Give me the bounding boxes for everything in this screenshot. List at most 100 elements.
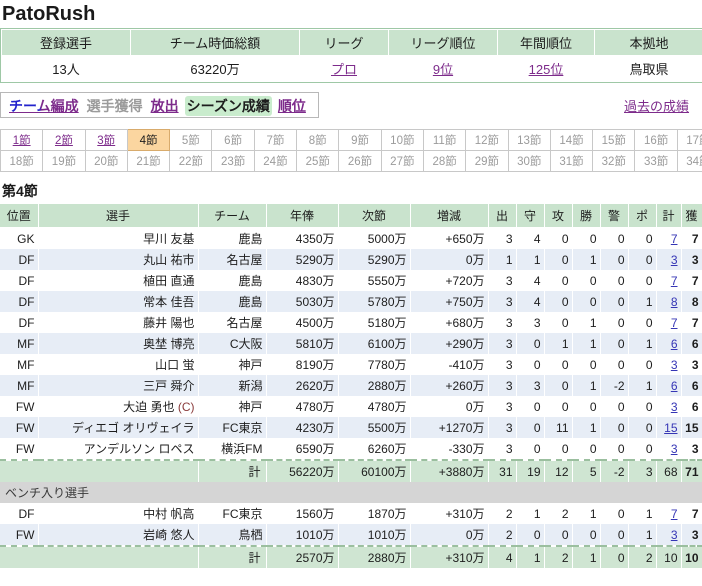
round-cell-1節[interactable]: 1節	[0, 129, 44, 151]
round-link-3節[interactable]: 3節	[97, 135, 116, 147]
starter-name: アンデルソン ロペス	[38, 438, 199, 460]
starter-delta: +260万	[410, 375, 489, 396]
league-link[interactable]: プロ	[330, 62, 357, 77]
starter-warnings: 0	[600, 396, 629, 417]
starter-points: 0	[628, 270, 657, 291]
starter-total-link[interactable]: 15	[664, 420, 678, 435]
bench-total-warnings: 0	[600, 545, 629, 568]
starter-next-salary: 6260万	[338, 438, 411, 460]
starter-appearances: 3	[488, 375, 517, 396]
annual-rank-link[interactable]: 125位	[528, 62, 564, 77]
bench-total[interactable]: 3	[656, 524, 682, 546]
starter-total-link[interactable]: 7	[670, 231, 678, 246]
starter-warnings: 0	[600, 438, 629, 460]
info-header-league-rank: リーグ順位	[389, 30, 497, 55]
starter-wins: 0	[572, 270, 601, 291]
starter-total-link[interactable]: 3	[670, 441, 678, 456]
bench-salary: 1560万	[266, 503, 339, 524]
nav-item-standings[interactable]: 順位	[277, 98, 306, 114]
captain-badge: (C)	[174, 400, 195, 414]
starter-total-link[interactable]: 6	[670, 336, 678, 351]
starter-wins: 0	[572, 438, 601, 460]
starter-warnings: 0	[600, 227, 629, 249]
nav-item-season-results[interactable]: シーズン成績	[184, 96, 272, 116]
round-cell-3節[interactable]: 3節	[84, 129, 128, 151]
starter-defense: 0	[516, 333, 545, 354]
starter-points: 0	[628, 396, 657, 417]
round-cell-4節[interactable]: 4節	[126, 129, 171, 151]
starter-total[interactable]: 15	[656, 417, 682, 438]
starter-total[interactable]: 7	[656, 312, 682, 333]
bench-points: 1	[628, 503, 657, 524]
starter-warnings: 0	[600, 249, 629, 270]
bench-total-link[interactable]: 3	[670, 527, 678, 542]
starter-total[interactable]: 8	[656, 291, 682, 312]
info-header-annual-rank: 年間順位	[498, 30, 594, 55]
starter-wins: 1	[572, 333, 601, 354]
starter-total-link[interactable]: 3	[670, 252, 678, 267]
round-link-1節[interactable]: 1節	[12, 135, 31, 147]
starter-total[interactable]: 7	[656, 227, 682, 249]
starters-total-salary: 56220万	[266, 459, 339, 482]
round-cell-12節: 12節	[465, 129, 509, 151]
past-results-link[interactable]: 過去の成績	[624, 99, 690, 114]
nav-item-team-composition[interactable]: チーム編成	[9, 98, 79, 114]
starter-total[interactable]: 6	[656, 375, 682, 396]
starter-total[interactable]: 7	[656, 270, 682, 291]
bench-attack: 2	[544, 503, 573, 524]
starter-total[interactable]: 3	[656, 249, 682, 270]
table-row: GK 早川 友基 鹿島 4350万 5000万 +650万 3 4 0 0 0 0 7 7	[0, 227, 702, 249]
starter-delta: -410万	[410, 354, 489, 375]
round-link-2節[interactable]: 2節	[54, 135, 73, 147]
starter-delta: +650万	[410, 227, 489, 249]
starter-total[interactable]: 3	[656, 438, 682, 460]
starter-total-link[interactable]: 8	[670, 294, 678, 309]
bench-total-link[interactable]: 7	[670, 506, 678, 521]
starter-defense: 1	[516, 249, 545, 270]
starter-delta: +1270万	[410, 417, 489, 438]
round-cell-10節: 10節	[380, 129, 424, 151]
starter-wins: 1	[572, 312, 601, 333]
starter-total[interactable]: 3	[656, 396, 682, 417]
starter-team: 鹿島	[198, 270, 267, 291]
starter-team: 鹿島	[198, 291, 267, 312]
nav-bar: チーム編成 選手獲得 放出 シーズン成績 順位 過去の成績	[0, 92, 702, 120]
bench-defense: 1	[516, 503, 545, 524]
bench-gained: 7	[681, 503, 702, 524]
round-selector: 1節 2節 3節 4節 5節 6節 7節 8節 9節 10節 11節 12節 13節 14節 15節 16節 1…	[0, 129, 702, 172]
stats-header-wins: 勝	[572, 204, 601, 228]
starter-next-salary: 5550万	[338, 270, 411, 291]
starter-gained: 6	[681, 375, 702, 396]
past-results-link-wrap: 過去の成績	[624, 96, 702, 115]
nav-item-release[interactable]: 放出	[150, 98, 179, 114]
starter-total[interactable]: 3	[656, 354, 682, 375]
stats-header-attack: 攻	[544, 204, 573, 228]
table-row: FW アンデルソン ロペス 横浜FM 6590万 6260万 -330万 3 0 0 0 0 0 3 3	[0, 438, 702, 460]
round-cell-2節[interactable]: 2節	[42, 129, 86, 151]
starter-defense: 4	[516, 270, 545, 291]
round-cell-7節: 7節	[253, 129, 298, 151]
bench-total[interactable]: 7	[656, 503, 682, 524]
bench-total-salary: 2570万	[266, 545, 339, 568]
starter-total-link[interactable]: 7	[670, 273, 678, 288]
bench-gained: 3	[681, 524, 702, 546]
starter-team: C大阪	[198, 333, 267, 354]
starter-total-link[interactable]: 3	[670, 399, 678, 414]
section-title: 第4節	[2, 183, 38, 199]
starter-position: FW	[0, 438, 39, 460]
starter-attack: 0	[544, 291, 573, 312]
starter-team: 新潟	[198, 375, 267, 396]
starter-next-salary: 5180万	[338, 312, 411, 333]
starter-total-link[interactable]: 7	[670, 315, 678, 330]
starter-total-link[interactable]: 6	[670, 378, 678, 393]
starter-total[interactable]: 6	[656, 333, 682, 354]
starter-team: 鹿島	[198, 227, 267, 249]
starters-total-spacer	[0, 459, 199, 482]
bench-total-next-salary: 2880万	[338, 545, 411, 568]
starter-total-link[interactable]: 3	[670, 357, 678, 372]
starter-warnings: 0	[600, 354, 629, 375]
starter-points: 0	[628, 354, 657, 375]
league-rank-link[interactable]: 9位	[432, 62, 454, 77]
stats-header-gained: 獲	[681, 204, 702, 228]
starter-appearances: 1	[488, 249, 517, 270]
